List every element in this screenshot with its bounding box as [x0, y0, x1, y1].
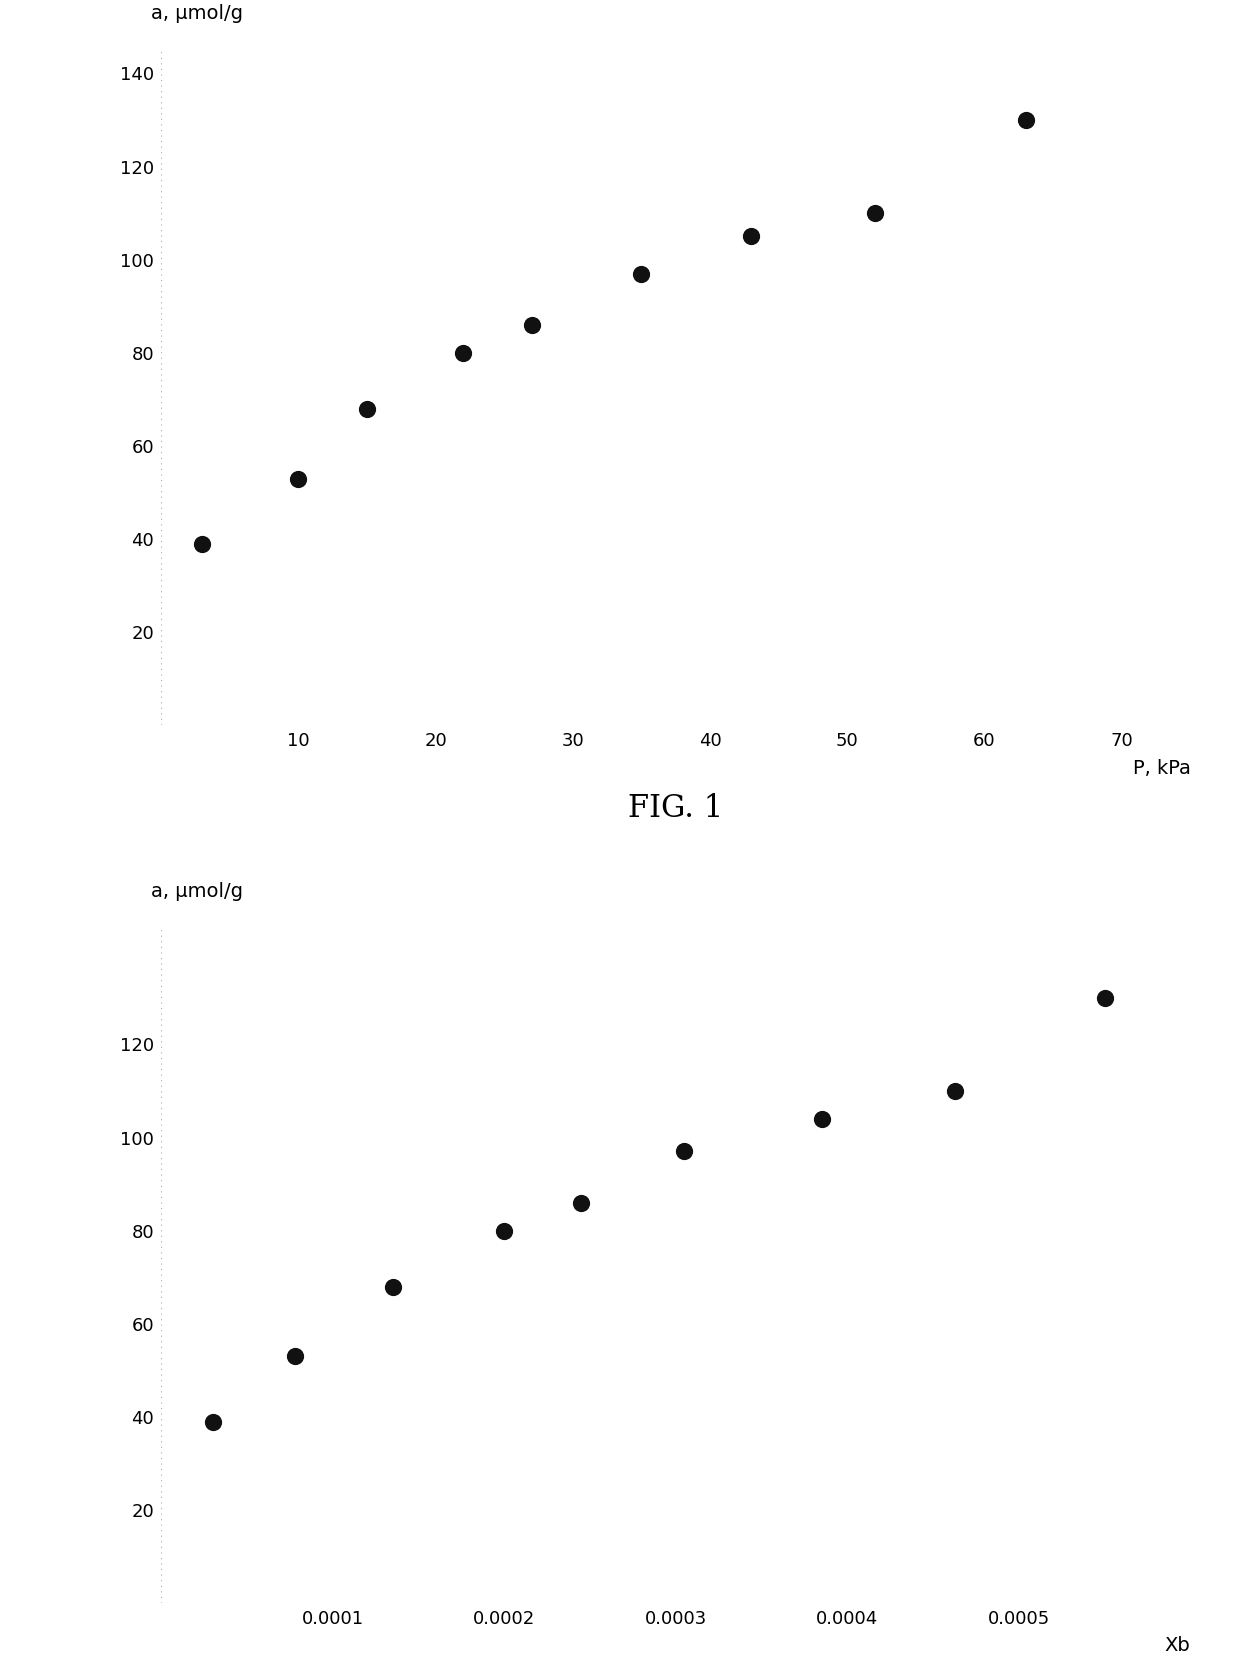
Point: [742, 224, 761, 250]
Point: [572, 1189, 591, 1216]
Point: [1016, 107, 1035, 134]
Point: [631, 261, 651, 287]
Point: [1095, 984, 1115, 1010]
Point: [675, 1139, 694, 1166]
Point: [864, 200, 884, 227]
X-axis label: P, kPa: P, kPa: [1132, 758, 1190, 778]
Point: [945, 1077, 965, 1104]
Point: [203, 1408, 223, 1435]
Point: [285, 1343, 305, 1369]
Text: a, μmol/g: a, μmol/g: [151, 882, 243, 900]
X-axis label: Xb: Xb: [1164, 1637, 1190, 1655]
Point: [495, 1217, 515, 1244]
Point: [812, 1106, 832, 1132]
Point: [357, 396, 377, 423]
Point: [383, 1273, 403, 1299]
Point: [453, 339, 472, 366]
Text: a, μmol/g: a, μmol/g: [151, 3, 243, 23]
Point: [192, 531, 212, 558]
Point: [289, 466, 309, 493]
Point: [522, 312, 542, 339]
Text: FIG. 1: FIG. 1: [629, 793, 723, 823]
